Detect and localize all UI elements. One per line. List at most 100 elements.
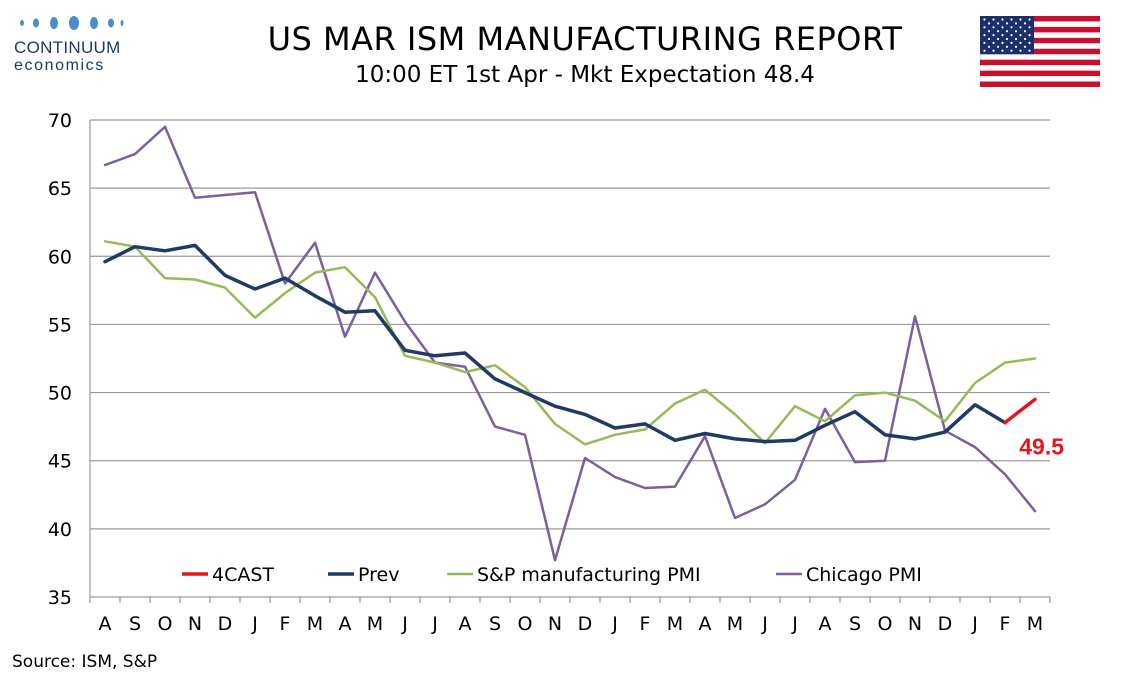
legend-label: 4CAST — [212, 564, 274, 586]
flag-star — [1014, 45, 1018, 48]
x-tick-label: S — [489, 613, 501, 635]
legend-label: Prev — [358, 564, 399, 586]
x-tick-label: F — [640, 613, 651, 635]
flag-star — [1010, 26, 1013, 29]
series-line-prev — [103, 243, 1007, 444]
x-tick-label: N — [188, 613, 202, 635]
x-tick-label: M — [667, 613, 683, 635]
y-tick-label: 70 — [48, 110, 72, 132]
source-note: Source: ISM, S&P — [12, 652, 158, 672]
flag-star — [1019, 34, 1022, 37]
x-tick-label: D — [938, 613, 953, 635]
flag-star — [996, 37, 1000, 41]
flag-star — [1019, 18, 1022, 21]
flag-star — [1005, 37, 1009, 41]
flag-star — [1010, 18, 1013, 21]
series-line-chicago-pmi — [103, 125, 1037, 562]
flag-star — [1001, 18, 1004, 21]
flag-star — [1010, 49, 1013, 52]
flag-star — [992, 18, 995, 21]
x-tick-label: M — [727, 613, 743, 635]
x-tick-label: D — [578, 613, 593, 635]
x-tick-label: A — [99, 613, 112, 635]
x-tick-label: J — [791, 613, 798, 635]
x-tick-label: F — [1000, 613, 1011, 635]
logo-dots-icon — [20, 16, 124, 30]
x-tick-label: O — [518, 613, 533, 635]
x-tick-label: M — [367, 613, 383, 635]
y-tick-label: 40 — [48, 519, 72, 541]
flag-star — [1023, 22, 1027, 25]
x-tick-label: M — [307, 613, 323, 635]
x-tick-label: S — [849, 613, 861, 635]
flag-star — [992, 26, 995, 29]
flag-star — [992, 41, 995, 44]
chart-subtitle: 10:00 ET 1st Apr - Mkt Expectation 48.4 — [355, 62, 815, 88]
flag-star — [1005, 22, 1009, 25]
x-tick-label: O — [878, 613, 893, 635]
x-tick-label: A — [699, 613, 712, 635]
logo-sub: economics — [14, 57, 105, 74]
flag-star — [983, 49, 986, 52]
gridlines — [90, 119, 1050, 530]
flag-star — [1014, 22, 1018, 25]
x-tick-label: A — [339, 613, 352, 635]
x-tick-label: A — [819, 613, 832, 635]
flag-star — [1019, 26, 1022, 29]
flag-star — [1014, 30, 1018, 33]
legend: 4CAST Prev S&P manufacturing PMI Chicago PM… — [182, 564, 922, 586]
y-tick-label: 60 — [48, 246, 72, 268]
flag-star — [992, 49, 995, 52]
flag-star — [983, 41, 986, 44]
y-tick-label: 65 — [48, 178, 72, 200]
chart-title: US MAR ISM MANUFACTURING REPORT — [267, 20, 903, 58]
legend-label: Chicago PMI — [806, 564, 922, 586]
logo: CONTINUUM economics — [14, 14, 134, 75]
x-tick-label: J — [251, 613, 258, 635]
flag-star — [1028, 18, 1031, 21]
y-tick-label: 45 — [48, 451, 72, 473]
x-tick-label: S — [129, 613, 141, 635]
flag-star — [983, 26, 986, 29]
flag-star — [987, 45, 991, 48]
flag-star — [983, 34, 986, 37]
x-tick-label: J — [761, 613, 768, 635]
flag-star — [1001, 49, 1004, 52]
x-tick-label: O — [158, 613, 173, 635]
flag-star — [1019, 49, 1022, 52]
flag-star — [1019, 41, 1022, 44]
x-tick-label: A — [459, 613, 472, 635]
y-tick-label: 50 — [48, 383, 72, 405]
y-tick-label: 55 — [48, 314, 72, 336]
flag-star — [987, 30, 991, 33]
flag-star — [996, 45, 1000, 48]
flag-star — [996, 30, 1000, 33]
x-tick-label: N — [908, 613, 922, 635]
x-tick-label: J — [401, 613, 408, 635]
flag-star — [1005, 30, 1009, 33]
flag-star — [1023, 30, 1027, 33]
annotations: 49.5 — [1019, 433, 1064, 459]
flag-star — [1023, 37, 1027, 41]
flag-star — [1028, 34, 1031, 37]
x-tick-label: M — [1027, 613, 1043, 635]
flag-star — [1001, 41, 1004, 44]
flag-star — [983, 18, 986, 21]
y-tick-label: 35 — [48, 587, 72, 609]
x-tick-label: J — [611, 613, 618, 635]
x-tick-label: J — [971, 613, 978, 635]
flag-star — [1028, 49, 1031, 52]
flag-star — [1010, 34, 1013, 37]
logo-name: CONTINUUM — [14, 38, 121, 57]
series-line-4cast — [1003, 397, 1037, 425]
flag-star — [1001, 26, 1004, 29]
flag-star — [987, 22, 991, 25]
x-tick-label: J — [431, 613, 438, 635]
flag-star — [1023, 45, 1027, 48]
x-tick-label: F — [280, 613, 291, 635]
us-flag-icon — [980, 16, 1100, 87]
flag-star — [1001, 34, 1004, 37]
flag-star — [987, 37, 991, 41]
